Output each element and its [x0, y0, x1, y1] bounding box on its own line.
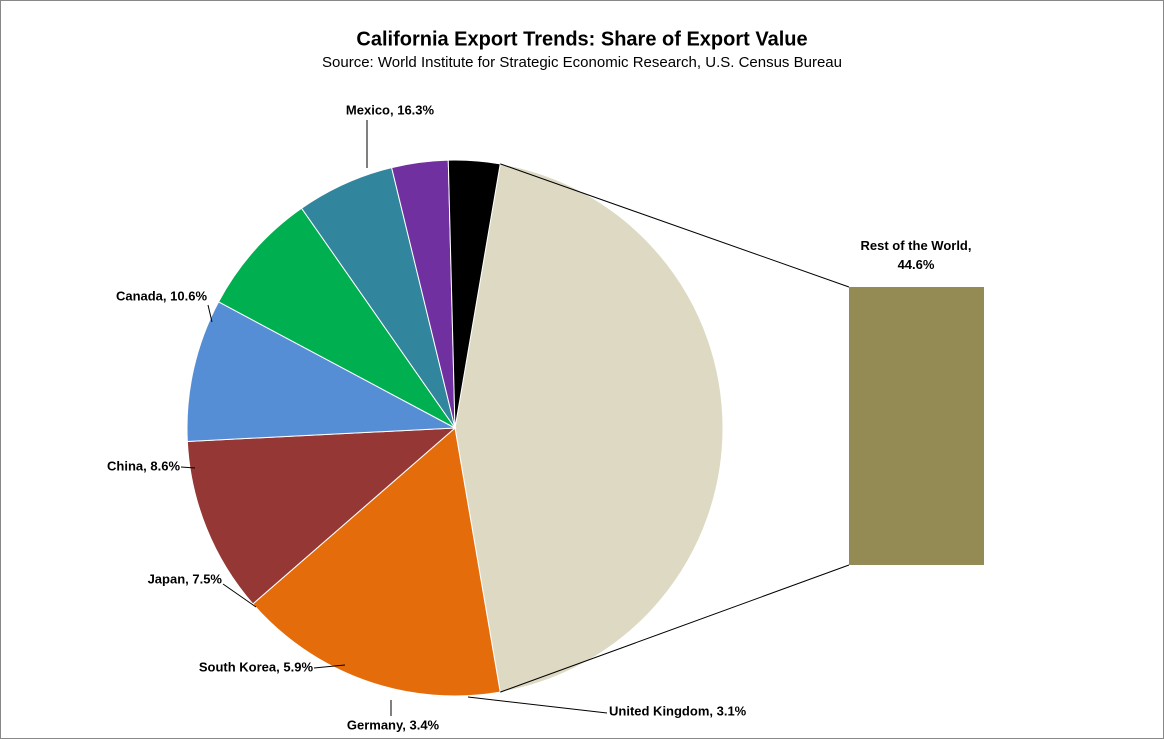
pie-slice: [447, 159, 501, 429]
bar: [849, 287, 984, 565]
data-label: Germany, 3.4%: [347, 717, 440, 732]
data-label: Canada, 10.6%: [116, 288, 207, 303]
data-label: China, 8.6%: [107, 458, 180, 473]
data-label-line: Rest of the World,: [861, 238, 972, 253]
chart-subtitle: Source: World Institute for Strategic Ec…: [322, 54, 842, 71]
leader-line: [180, 466, 196, 469]
pie-slice: [186, 301, 457, 442]
leader-line: [313, 664, 346, 669]
data-label-line: 44.6%: [898, 257, 935, 272]
data-label: Japan, 7.5%: [148, 571, 223, 586]
data-label: Mexico, 16.3%: [346, 102, 435, 117]
leader-line: [222, 583, 257, 608]
data-label: South Korea, 5.9%: [199, 659, 314, 674]
chart-title: California Export Trends: Share of Expor…: [356, 28, 807, 50]
leader-line: [207, 304, 213, 323]
data-label: Rest of the World, 44.6%: [861, 238, 972, 272]
connector-line: [500, 564, 850, 693]
pie-slice: [454, 163, 724, 693]
pie-slice: [186, 427, 457, 605]
pie-slice: [252, 427, 501, 697]
connector-line: [500, 163, 850, 288]
pie-slice: [217, 207, 456, 429]
leader-line: [467, 696, 608, 714]
data-label: United Kingdom, 3.1%: [609, 703, 747, 718]
